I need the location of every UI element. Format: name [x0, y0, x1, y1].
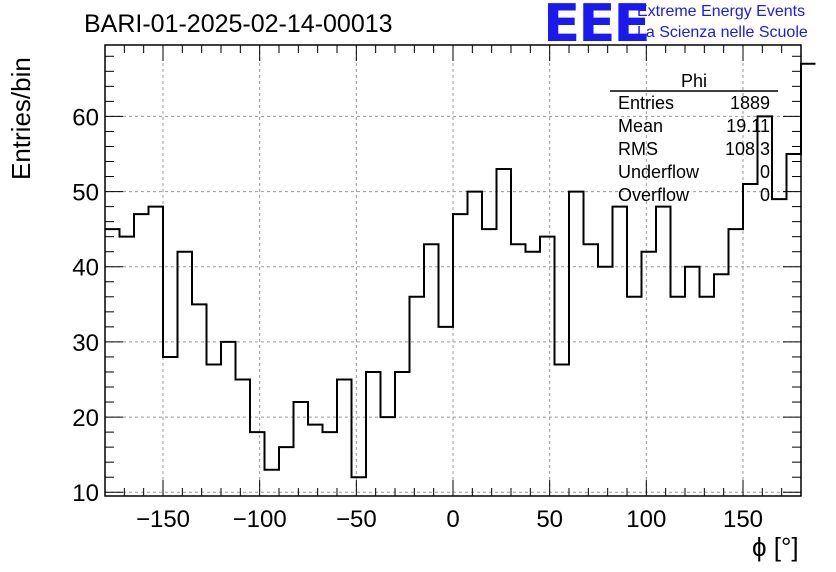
stats-value: 0 [759, 162, 770, 182]
stats-key: Entries [618, 93, 675, 113]
x-tick-label: 100 [626, 506, 666, 533]
stats-row-mean: Mean 19.11 [618, 116, 770, 138]
eee-logo: EEE [543, 0, 651, 54]
y-tick-label: 20 [72, 405, 99, 432]
stats-value: 108.3 [724, 139, 770, 159]
stats-row-entries: Entries 1889 [618, 93, 770, 115]
stats-row-overflow: Overflow 0 [618, 185, 770, 207]
x-tick-label: −150 [136, 506, 190, 533]
stats-row-rms: RMS 108.3 [618, 139, 770, 161]
x-axis-ticks: −150 −100 −50 0 50 100 150 [104, 45, 802, 533]
stats-value: 1889 [729, 93, 770, 113]
logo-line-1: Extreme Energy Events [637, 3, 806, 20]
x-tick-label: −50 [336, 506, 377, 533]
y-tick-label: 10 [72, 480, 99, 507]
stats-box-title: Phi [680, 71, 707, 91]
stats-row-underflow: Underflow 0 [618, 162, 770, 184]
x-tick-label: 150 [723, 506, 763, 533]
histogram-step-line [105, 62, 816, 479]
y-tick-label: 50 [72, 180, 99, 207]
x-tick-label: 50 [536, 506, 563, 533]
logo-line-2: La Scienza nelle Scuole [637, 24, 808, 41]
x-tick-label: 0 [446, 506, 459, 533]
stats-key: RMS [618, 139, 658, 159]
y-tick-label: 30 [72, 330, 99, 357]
histogram-title: BARI-01-2025-02-14-00013 [84, 10, 393, 38]
x-axis-label: ϕ [°] [752, 532, 799, 562]
y-axis-label: Entries/bin [6, 57, 36, 180]
stats-key: Mean [618, 116, 664, 136]
x-tick-label: −100 [233, 506, 287, 533]
stats-key: Overflow [618, 185, 690, 205]
stats-value: 19.11 [726, 116, 770, 136]
stats-key: Underflow [618, 162, 700, 182]
histogram-series [105, 62, 816, 479]
stats-value: 0 [759, 185, 770, 205]
y-tick-label: 40 [72, 255, 99, 282]
y-tick-label: 60 [72, 104, 99, 131]
y-axis-ticks: 10 20 30 40 50 60 [72, 55, 801, 507]
